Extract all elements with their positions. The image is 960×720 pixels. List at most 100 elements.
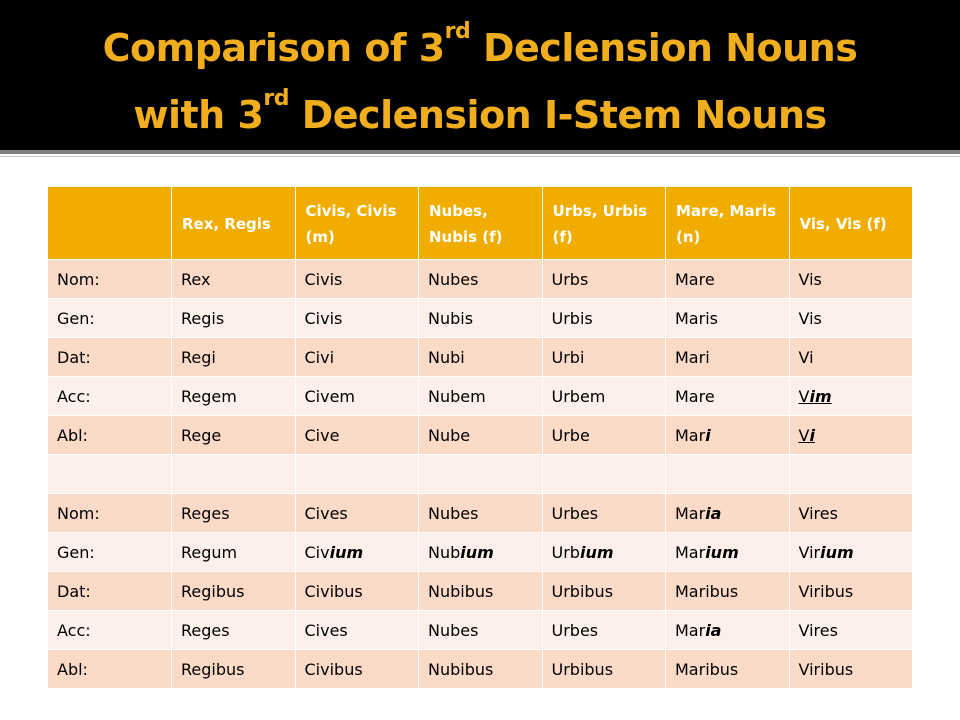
table-row: Abl: Regibus Civibus Nubibus Urbibus Maribus V… bbox=[47, 649, 913, 689]
title-divider-thin bbox=[0, 156, 960, 157]
form-cell: Urbe bbox=[541, 415, 666, 455]
cell-text: Vim bbox=[799, 387, 832, 406]
header-corner bbox=[47, 186, 172, 260]
word-stem: Acc: bbox=[57, 620, 91, 640]
form-cell: Nubes bbox=[418, 610, 543, 650]
cell-text: Mari bbox=[675, 426, 711, 445]
word-stem: Abl: bbox=[57, 425, 88, 445]
cell-text: Regi bbox=[181, 348, 216, 367]
cell-text: Abl: bbox=[57, 426, 88, 445]
header-mare: Mare, Maris (n) bbox=[665, 186, 790, 260]
word-stem: Regibus bbox=[181, 581, 245, 601]
cell-text: Urbibus bbox=[552, 660, 614, 679]
cell-text: Nubi bbox=[428, 348, 465, 367]
cell-text: Vis bbox=[799, 270, 822, 289]
cell-text: Civem bbox=[305, 387, 356, 406]
word-stem: Regum bbox=[181, 542, 238, 562]
word-stem: Dat: bbox=[57, 581, 91, 601]
form-cell: Nubi bbox=[418, 337, 543, 377]
cell-text: Gen: bbox=[57, 543, 95, 562]
cell-text: Dat: bbox=[57, 582, 91, 601]
word-stem: Viribus bbox=[798, 581, 854, 601]
cell-text: Civibus bbox=[305, 660, 363, 679]
form-cell: Nubem bbox=[418, 376, 543, 416]
cell-text: Maria bbox=[675, 621, 721, 640]
form-cell: Reges bbox=[171, 493, 296, 533]
case-label-cell: Abl: bbox=[47, 415, 172, 455]
form-cell: Nubes bbox=[418, 493, 543, 533]
case-label-cell: Dat: bbox=[47, 571, 172, 611]
form-cell: Nubis bbox=[418, 298, 543, 338]
word-stem: Mar bbox=[675, 503, 706, 523]
word-stem: Urbes bbox=[551, 620, 599, 640]
cell-text: Mari bbox=[675, 348, 710, 367]
table-row: Nom: Rex Civis Nubes Urbs Mare Vis bbox=[47, 259, 913, 299]
form-cell: Civis bbox=[294, 259, 419, 299]
word-stem: Urb bbox=[551, 542, 580, 562]
cell-text: Nom: bbox=[57, 504, 100, 523]
word-stem: Mari bbox=[675, 347, 710, 367]
word-stem: Nube bbox=[428, 425, 471, 445]
form-cell: Regum bbox=[171, 532, 296, 572]
i-stem-ending: ia bbox=[705, 503, 722, 523]
word-stem: Vires bbox=[798, 620, 838, 640]
form-cell: Cives bbox=[294, 493, 419, 533]
form-cell: Urbium bbox=[541, 532, 666, 572]
form-cell: Maria bbox=[665, 610, 790, 650]
word-stem: Mar bbox=[675, 620, 706, 640]
word-stem: Maribus bbox=[675, 659, 739, 679]
cell-text: Vires bbox=[799, 621, 838, 640]
word-stem: Acc: bbox=[57, 386, 91, 406]
form-cell: Urbi bbox=[541, 337, 666, 377]
cell-text: Civi bbox=[305, 348, 335, 367]
form-cell: Civibus bbox=[294, 649, 419, 689]
form-cell: Urbes bbox=[541, 610, 666, 650]
form-cell: Reges bbox=[171, 610, 296, 650]
case-label-cell bbox=[47, 454, 172, 494]
i-stem-ending: ium bbox=[705, 542, 739, 562]
word-stem: Nubibus bbox=[428, 659, 494, 679]
form-cell: Civis bbox=[294, 298, 419, 338]
word-stem: Civi bbox=[304, 347, 335, 367]
form-cell: Vires bbox=[788, 610, 913, 650]
word-stem: Urbe bbox=[551, 425, 590, 445]
form-cell: Nubibus bbox=[418, 571, 543, 611]
form-cell: Regem bbox=[171, 376, 296, 416]
word-stem: Reges bbox=[181, 620, 230, 640]
form-cell: Urbibus bbox=[541, 649, 666, 689]
cell-text: Vires bbox=[799, 504, 838, 523]
cell-text: Regibus bbox=[181, 582, 244, 601]
word-stem: Vi bbox=[798, 347, 814, 367]
word-stem: Rex bbox=[181, 269, 211, 289]
word-stem: Regi bbox=[181, 347, 216, 367]
form-cell: Mari bbox=[665, 337, 790, 377]
word-stem: Nubes bbox=[428, 269, 479, 289]
form-cell: Nubibus bbox=[418, 649, 543, 689]
form-cell: Regibus bbox=[171, 571, 296, 611]
word-stem: Urbibus bbox=[551, 581, 614, 601]
form-cell: Vis bbox=[788, 259, 913, 299]
word-stem: Abl: bbox=[57, 659, 88, 679]
title-text: Declension I-Stem Nouns bbox=[289, 93, 827, 137]
cell-text: Regem bbox=[181, 387, 237, 406]
title-text: Comparison of 3 bbox=[102, 26, 446, 70]
word-stem: Nubes bbox=[428, 620, 479, 640]
cell-text: Urbes bbox=[552, 504, 599, 523]
cell-text: Nubes bbox=[428, 621, 478, 640]
cell-text: Acc: bbox=[57, 621, 91, 640]
case-label-cell: Gen: bbox=[47, 532, 172, 572]
form-cell: Rex bbox=[171, 259, 296, 299]
cell-text: Nubem bbox=[428, 387, 486, 406]
cell-text: Cives bbox=[305, 504, 348, 523]
word-stem: Urbi bbox=[551, 347, 585, 367]
word-stem: V bbox=[798, 386, 810, 406]
case-label-cell: Acc: bbox=[47, 610, 172, 650]
word-stem: Reges bbox=[181, 503, 230, 523]
word-stem: Regis bbox=[181, 308, 225, 328]
cell-text: Urbem bbox=[552, 387, 606, 406]
word-stem: Vir bbox=[798, 542, 821, 562]
cell-text: Nubium bbox=[428, 543, 494, 562]
form-cell: Rege bbox=[171, 415, 296, 455]
cell-text: Regum bbox=[181, 543, 237, 562]
i-stem-ending: ium bbox=[820, 542, 854, 562]
